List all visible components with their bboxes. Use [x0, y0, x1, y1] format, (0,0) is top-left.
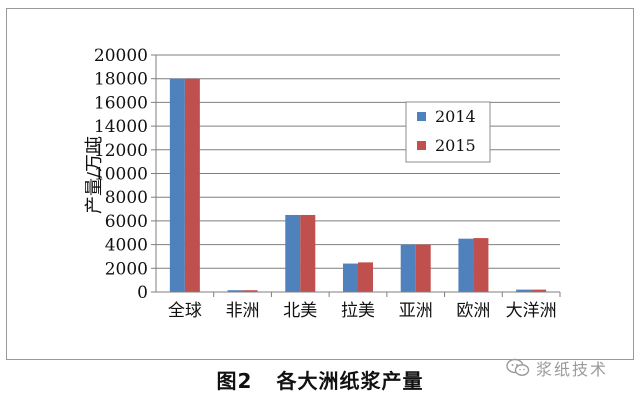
x-tick-label: 拉美	[341, 301, 375, 321]
bar-chart: 0 2000 4000 6000 8000 10000 12000 14000 16000 180…	[84, 46, 561, 321]
x-tick-label: 非洲	[226, 301, 260, 321]
y-tick-label: 6000	[105, 212, 148, 232]
bar-2015-5	[473, 238, 489, 292]
bar-2015-2	[300, 214, 316, 292]
bars	[169, 78, 547, 292]
y-tick-label: 8000	[105, 188, 148, 208]
y-tick-label: 20000	[94, 46, 148, 66]
y-tick-label: 2000	[105, 259, 148, 279]
bar-2014-2	[285, 214, 301, 292]
bar-2014-1	[227, 290, 243, 292]
y-tick-labels: 0 2000 4000 6000 8000 10000 12000 14000 16000 180…	[94, 46, 156, 303]
legend-swatch-2014	[417, 112, 426, 121]
y-tick-label: 4000	[105, 236, 148, 256]
x-tick-label: 欧洲	[456, 301, 490, 321]
bar-2015-0	[184, 78, 200, 292]
bar-2015-4	[415, 244, 431, 292]
bar-2014-5	[458, 238, 474, 292]
x-tick-label: 大洋洲	[506, 301, 557, 321]
x-tick-label: 亚洲	[399, 301, 433, 321]
legend-swatch-2015	[417, 141, 426, 150]
y-tick-label: 0	[137, 283, 148, 303]
bar-2014-6	[516, 289, 532, 292]
legend-label-2014: 2014	[435, 107, 476, 126]
x-tick-labels: 全球 非洲 北美 拉美 亚洲 欧洲 大洋洲	[168, 292, 561, 321]
x-tick-label: 北美	[283, 301, 317, 321]
caption-title: 各大洲纸浆产量	[276, 369, 424, 393]
figure-caption: 图2 各大洲纸浆产量	[0, 365, 640, 394]
bar-2014-3	[343, 263, 358, 292]
gridlines	[156, 54, 560, 269]
y-tick-label: 10000	[94, 165, 148, 185]
wechat-icon	[506, 358, 530, 376]
y-tick-label: 12000	[94, 141, 148, 161]
bar-2014-0	[169, 78, 185, 292]
y-axis-label: 产量/万吨	[84, 136, 105, 214]
watermark-text: 浆纸技术	[536, 360, 609, 379]
legend: 2014 2015	[405, 101, 491, 163]
chart-frame	[6, 8, 634, 360]
bar-2014-4	[400, 244, 416, 292]
y-tick-label: 14000	[94, 117, 148, 137]
y-tick-label: 16000	[94, 93, 148, 113]
caption-label: 图2	[216, 369, 253, 393]
watermark: 浆纸技术	[506, 356, 608, 380]
y-tick-label: 18000	[94, 70, 148, 90]
legend-label-2015: 2015	[435, 136, 476, 155]
bar-2015-6	[531, 289, 547, 292]
bar-2015-3	[358, 262, 373, 292]
x-tick-label: 全球	[168, 301, 202, 321]
bar-2015-1	[242, 290, 258, 292]
